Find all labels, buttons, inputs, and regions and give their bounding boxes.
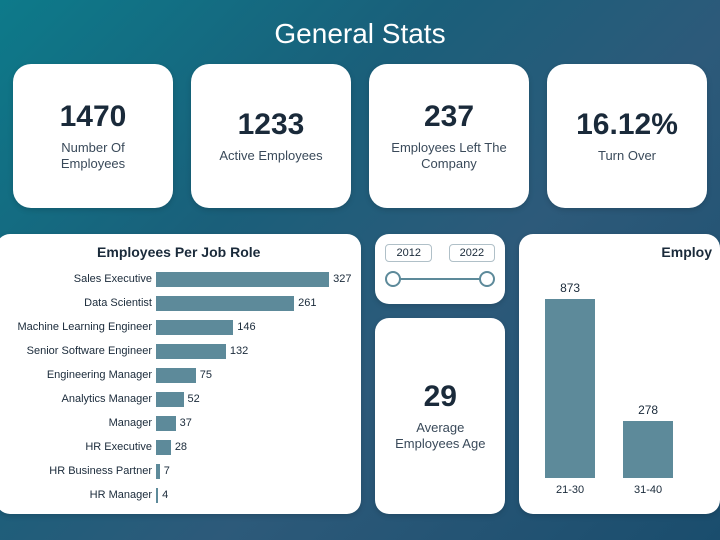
jobrole-bar-label: Analytics Manager bbox=[6, 393, 156, 405]
jobrole-bar-label: Engineering Manager bbox=[6, 369, 156, 381]
jobrole-bar-wrap: 28 bbox=[156, 440, 351, 455]
jobrole-bar-fill bbox=[156, 416, 176, 431]
jobrole-bar-row: Analytics Manager 52 bbox=[6, 388, 351, 410]
jobrole-chart-title: Employees Per Job Role bbox=[6, 244, 351, 260]
jobrole-bar-row: HR Manager 4 bbox=[6, 484, 351, 506]
stat-value: 1470 bbox=[60, 100, 127, 134]
jobrole-bar-label: HR Manager bbox=[6, 489, 156, 501]
jobrole-bar-value: 28 bbox=[175, 441, 187, 453]
avg-age-label: Average Employees Age bbox=[383, 420, 497, 453]
jobrole-bar-fill bbox=[156, 272, 329, 287]
jobrole-bar-wrap: 75 bbox=[156, 368, 351, 383]
year-from-pill: 2012 bbox=[385, 244, 431, 262]
jobrole-bar-wrap: 7 bbox=[156, 464, 351, 479]
age-bar-xlabel: 21-30 bbox=[545, 484, 595, 496]
age-dist-chart-card: Employ 873 278 21-30 31-40 bbox=[519, 234, 720, 514]
slider-knob-right[interactable] bbox=[479, 271, 495, 287]
jobrole-bar-label: Data Scientist bbox=[6, 297, 156, 309]
year-to-pill: 2022 bbox=[449, 244, 495, 262]
stat-value: 16.12% bbox=[576, 108, 678, 142]
slider-knob-left[interactable] bbox=[385, 271, 401, 287]
jobrole-bar-label: HR Business Partner bbox=[6, 465, 156, 477]
jobrole-bar-wrap: 132 bbox=[156, 344, 351, 359]
middle-column: 2012 2022 29 Average Employees Age bbox=[375, 234, 505, 514]
jobrole-bar-fill bbox=[156, 320, 233, 335]
avg-age-card: 29 Average Employees Age bbox=[375, 318, 505, 514]
jobrole-bar-label: Machine Learning Engineer bbox=[6, 321, 156, 333]
stat-label: Active Employees bbox=[219, 148, 322, 164]
age-dist-bars: 873 278 bbox=[527, 268, 712, 478]
jobrole-bar-row: Machine Learning Engineer 146 bbox=[6, 316, 351, 338]
age-bar-fill bbox=[623, 421, 673, 478]
age-bar: 873 bbox=[545, 281, 595, 478]
stat-cards-row: 1470 Number Of Employees 1233 Active Emp… bbox=[0, 64, 720, 208]
avg-age-value: 29 bbox=[424, 380, 457, 414]
jobrole-bar-value: 4 bbox=[162, 489, 168, 501]
stat-label: Number Of Employees bbox=[33, 140, 153, 173]
jobrole-bar-fill bbox=[156, 296, 294, 311]
jobrole-bar-fill bbox=[156, 344, 226, 359]
jobrole-bar-row: HR Executive 28 bbox=[6, 436, 351, 458]
jobrole-bar-wrap: 4 bbox=[156, 488, 351, 503]
jobrole-bar-label: Manager bbox=[6, 417, 156, 429]
jobrole-bar-label: Senior Software Engineer bbox=[6, 345, 156, 357]
stat-label: Employees Left The Company bbox=[389, 140, 509, 173]
age-bar: 278 bbox=[623, 403, 673, 478]
jobrole-bar-value: 146 bbox=[237, 321, 255, 333]
jobrole-bar-row: Engineering Manager 75 bbox=[6, 364, 351, 386]
stat-card-left: 237 Employees Left The Company bbox=[369, 64, 529, 208]
age-dist-xlabels: 21-30 31-40 bbox=[527, 484, 712, 496]
stat-card-turnover: 16.12% Turn Over bbox=[547, 64, 707, 208]
stat-value: 1233 bbox=[238, 108, 305, 142]
jobrole-bar-label: Sales Executive bbox=[6, 273, 156, 285]
jobrole-bar-value: 7 bbox=[164, 465, 170, 477]
year-slider-labels: 2012 2022 bbox=[385, 244, 495, 262]
jobrole-bar-wrap: 261 bbox=[156, 296, 351, 311]
jobrole-bar-value: 37 bbox=[180, 417, 192, 429]
jobrole-bar-wrap: 327 bbox=[156, 272, 351, 287]
stat-card-active: 1233 Active Employees bbox=[191, 64, 351, 208]
stat-card-employees: 1470 Number Of Employees bbox=[13, 64, 173, 208]
age-bar-xlabel: 31-40 bbox=[623, 484, 673, 496]
year-slider-track[interactable] bbox=[385, 268, 495, 290]
jobrole-bar-value: 327 bbox=[333, 273, 351, 285]
jobrole-bar-row: Senior Software Engineer 132 bbox=[6, 340, 351, 362]
jobrole-bar-value: 261 bbox=[298, 297, 316, 309]
jobrole-bar-value: 132 bbox=[230, 345, 248, 357]
lower-row: Employees Per Job Role Sales Executive 32… bbox=[0, 234, 720, 514]
jobrole-bar-row: Manager 37 bbox=[6, 412, 351, 434]
jobrole-bar-fill bbox=[156, 392, 184, 407]
jobrole-bar-value: 75 bbox=[200, 369, 212, 381]
jobrole-bar-value: 52 bbox=[188, 393, 200, 405]
jobrole-bar-fill bbox=[156, 464, 160, 479]
jobrole-bar-fill bbox=[156, 488, 158, 503]
jobrole-bar-row: Sales Executive 327 bbox=[6, 268, 351, 290]
jobrole-chart-card: Employees Per Job Role Sales Executive 32… bbox=[0, 234, 361, 514]
jobrole-bar-row: HR Business Partner 7 bbox=[6, 460, 351, 482]
age-bar-value: 873 bbox=[560, 281, 580, 295]
jobrole-bar-wrap: 146 bbox=[156, 320, 351, 335]
year-slider-card: 2012 2022 bbox=[375, 234, 505, 304]
age-bar-value: 278 bbox=[638, 403, 658, 417]
stat-label: Turn Over bbox=[598, 148, 656, 164]
age-dist-chart-title: Employ bbox=[527, 244, 712, 260]
page-title: General Stats bbox=[0, 0, 720, 64]
jobrole-bar-fill bbox=[156, 368, 196, 383]
age-bar-fill bbox=[545, 299, 595, 478]
jobrole-bar-row: Data Scientist 261 bbox=[6, 292, 351, 314]
slider-line bbox=[391, 278, 489, 280]
jobrole-chart-bars: Sales Executive 327 Data Scientist 261 Machi… bbox=[6, 268, 351, 506]
jobrole-bar-fill bbox=[156, 440, 171, 455]
jobrole-bar-wrap: 52 bbox=[156, 392, 351, 407]
stat-value: 237 bbox=[424, 100, 474, 134]
jobrole-bar-label: HR Executive bbox=[6, 441, 156, 453]
jobrole-bar-wrap: 37 bbox=[156, 416, 351, 431]
